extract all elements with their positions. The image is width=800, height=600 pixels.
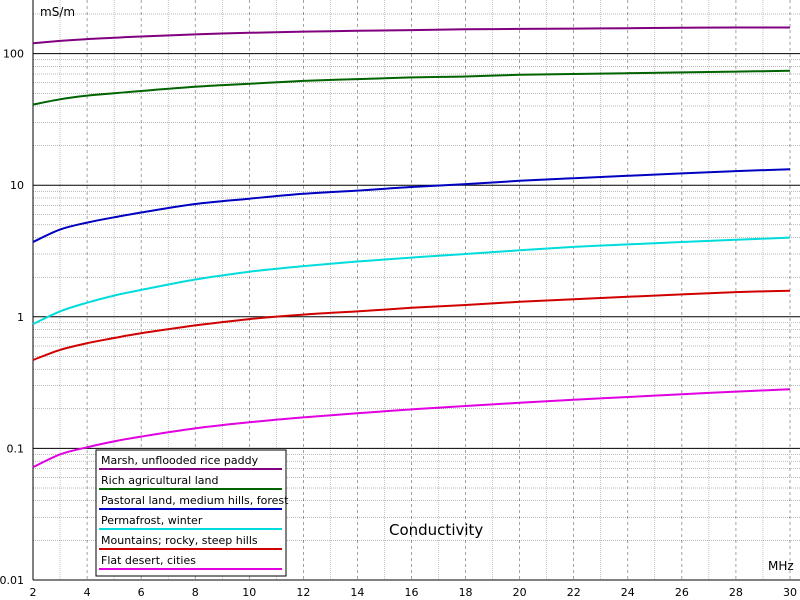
- legend: Marsh, unflooded rice paddy Rich agricult…: [95, 449, 289, 577]
- legend-label: Permafrost, winter: [101, 514, 203, 527]
- major-gridlines: [33, 0, 800, 580]
- legend-items: Marsh, unflooded rice paddy Rich agricult…: [99, 454, 289, 570]
- x-tick-label: 28: [729, 586, 743, 599]
- y-tick-label: 0.1: [7, 442, 25, 455]
- x-tick-label: 2: [30, 586, 37, 599]
- x-tick-label: 22: [567, 586, 581, 599]
- legend-label: Marsh, unflooded rice paddy: [101, 454, 259, 467]
- legend-box: [95, 449, 287, 577]
- chart-title: Conductivity: [389, 521, 483, 539]
- legend-label: Rich agricultural land: [101, 474, 218, 487]
- axes: [32, 0, 800, 581]
- x-tick-label: 20: [513, 586, 527, 599]
- x-tick-label: 12: [296, 586, 310, 599]
- legend-label: Pastoral land, medium hills, forest: [101, 494, 289, 507]
- x-tick-label: 6: [138, 586, 145, 599]
- series-line: [32, 236, 791, 326]
- y-tick-label: 100: [3, 48, 24, 61]
- x-tick-labels: 2 4 6 8 10 12 14 16 18 20 22 24 26 28 30: [30, 586, 798, 599]
- x-tick-label: 24: [621, 586, 635, 599]
- series-line: [32, 168, 791, 243]
- x-tick-label: 8: [192, 586, 199, 599]
- x-tick-label: 30: [783, 586, 797, 599]
- y-tick-label: 10: [10, 179, 24, 192]
- series-line: [32, 289, 791, 361]
- x-tick-label: 26: [675, 586, 689, 599]
- series-line: [32, 388, 791, 469]
- x-tick-label: 10: [242, 586, 256, 599]
- y-axis-unit-label: mS/m: [40, 5, 75, 19]
- legend-label: Mountains; rocky, steep hills: [101, 534, 258, 547]
- x-tick-label: 16: [405, 586, 419, 599]
- x-tick-label: 4: [84, 586, 91, 599]
- y-tick-labels: 100 10 1 0.1 0.01: [0, 48, 24, 587]
- y-tick-label: 0.01: [0, 574, 24, 587]
- legend-label: Flat desert, cities: [101, 554, 196, 567]
- minor-gridlines: [33, 0, 800, 580]
- series-lines: [32, 26, 791, 469]
- series-line: [32, 26, 791, 45]
- series-line: [32, 69, 791, 106]
- x-tick-label: 18: [459, 586, 473, 599]
- y-tick-label: 1: [17, 311, 24, 324]
- x-tick-label: 14: [350, 586, 364, 599]
- x-axis-unit-label: MHz: [768, 559, 794, 573]
